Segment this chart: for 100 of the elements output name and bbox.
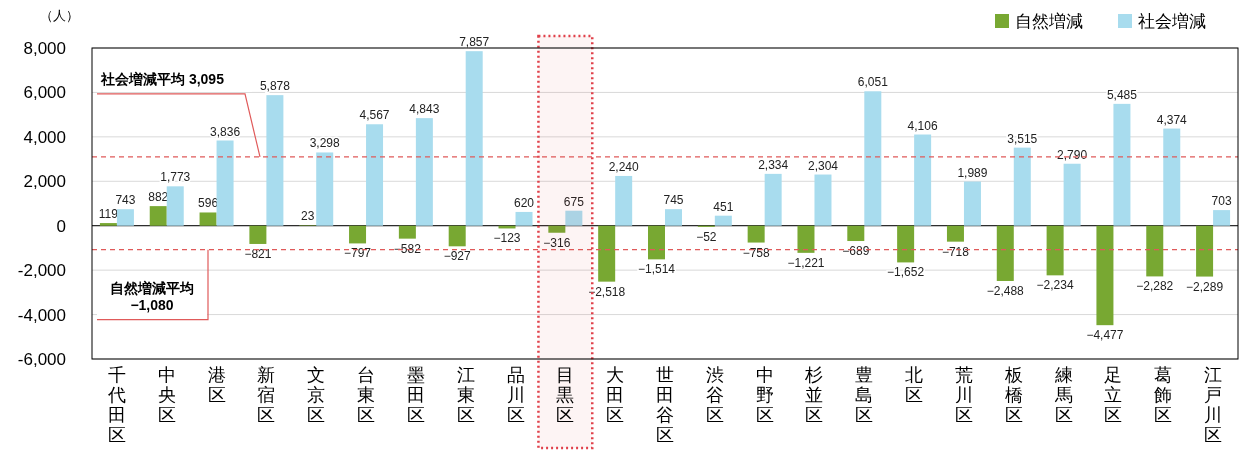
bar [1013, 147, 1031, 226]
data-label: −4,477 [1086, 328, 1124, 343]
x-tick-label: 台東区 [357, 365, 376, 425]
x-tick-label: 千代田区 [106, 365, 126, 445]
data-label: −1,652 [887, 265, 925, 280]
data-label: −2,282 [1136, 279, 1174, 294]
data-label: 4,567 [359, 108, 390, 123]
bar [1113, 103, 1131, 226]
bar [1046, 225, 1064, 276]
x-tick-label: 足立区 [1104, 365, 1123, 425]
x-tick-label: 中央区 [157, 365, 176, 425]
data-label: 745 [663, 193, 684, 208]
y-tick-label: -6,000 [17, 350, 66, 369]
data-label: −2,289 [1186, 279, 1224, 294]
bar [914, 134, 932, 226]
data-label: 1,773 [160, 170, 191, 185]
data-label: −797 [344, 246, 372, 261]
bar [216, 140, 234, 226]
data-label: 7,857 [459, 35, 490, 50]
ref-line-label: 社会増減平均 3,095 [100, 70, 225, 87]
bar [847, 225, 865, 242]
bar [166, 186, 184, 226]
bar [266, 95, 284, 226]
data-label: −52 [696, 229, 717, 244]
x-tick-label: 江戸川区 [1204, 365, 1223, 445]
bar [665, 209, 682, 226]
bar [714, 215, 732, 226]
y-tick-label: 6,000 [23, 83, 66, 103]
bar [99, 223, 117, 226]
data-label: 675 [563, 194, 585, 209]
data-label: 3,836 [210, 124, 241, 139]
y-tick-label: 0 [56, 216, 66, 236]
data-label: −718 [941, 244, 970, 259]
bar [963, 181, 981, 226]
legend-label: 社会増減 [1138, 12, 1206, 31]
x-tick-label: 港区 [207, 365, 226, 405]
data-label: −1,514 [637, 262, 676, 277]
bar [548, 225, 566, 233]
data-label: 6,051 [857, 75, 889, 90]
bar [1213, 210, 1231, 226]
bar [615, 175, 633, 226]
legend-label: 自然増減 [1015, 12, 1083, 31]
data-label: 743 [115, 193, 136, 208]
data-label: 451 [713, 199, 734, 214]
data-label: −2,518 [588, 284, 626, 299]
bar [1063, 163, 1081, 226]
data-label: 23 [301, 209, 315, 224]
ref-line-label: 自然増減平均 −1,080 [110, 279, 194, 313]
bar [398, 225, 416, 239]
y-tick-label: 2,000 [23, 172, 66, 192]
y-tick-label: 4,000 [23, 127, 66, 147]
bar [864, 91, 882, 226]
bar [116, 209, 134, 226]
y-axis-title: （人） [40, 8, 79, 23]
bar [249, 225, 267, 244]
x-tick-label: 墨田区 [406, 365, 425, 425]
y-tick-label: -4,000 [17, 305, 66, 325]
data-label: −123 [493, 231, 521, 246]
data-label: 3,515 [1007, 131, 1038, 146]
data-label: −927 [443, 249, 472, 264]
bar [349, 225, 367, 244]
data-label: −2,488 [986, 283, 1025, 298]
y-tick-label: 8,000 [23, 39, 66, 58]
data-label: 4,843 [409, 102, 440, 117]
x-tick-label: 中野区 [755, 365, 774, 425]
bar [814, 174, 832, 226]
bar [648, 225, 665, 260]
data-label: 596 [198, 196, 219, 211]
x-tick-label: 大田区 [606, 365, 625, 425]
x-tick-label: 世田谷区 [656, 365, 674, 445]
data-label: 2,304 [807, 158, 839, 173]
data-label: 2,334 [758, 157, 789, 172]
x-tick-label: 杉並区 [804, 365, 824, 425]
bar [747, 225, 765, 243]
bar [448, 225, 466, 247]
data-label: 1,989 [957, 165, 988, 180]
data-label: 4,106 [907, 118, 938, 133]
data-label: −1,221 [787, 255, 825, 270]
x-tick-label: 練馬区 [1053, 365, 1073, 425]
bar [465, 51, 483, 226]
data-label: 620 [514, 195, 535, 210]
x-tick-label: 板橋区 [1003, 365, 1023, 425]
bar [515, 211, 533, 226]
x-tick-label: 渋谷区 [705, 365, 724, 425]
x-tick-label: 品川区 [506, 365, 525, 425]
data-label: −316 [543, 235, 571, 250]
bar [946, 225, 964, 242]
x-tick-label: 北区 [905, 365, 924, 405]
data-label: 4,374 [1156, 112, 1188, 127]
data-label: 882 [148, 190, 169, 205]
bar [565, 210, 583, 226]
bar [415, 118, 433, 226]
data-label: 703 [1211, 194, 1232, 209]
data-label: −758 [742, 245, 770, 260]
x-tick-label: 江東区 [456, 365, 475, 425]
x-tick-label: 葛飾区 [1154, 365, 1173, 425]
bar [366, 124, 384, 226]
bar [149, 206, 167, 226]
y-tick-label: -2,000 [17, 261, 66, 281]
bar [897, 225, 915, 263]
